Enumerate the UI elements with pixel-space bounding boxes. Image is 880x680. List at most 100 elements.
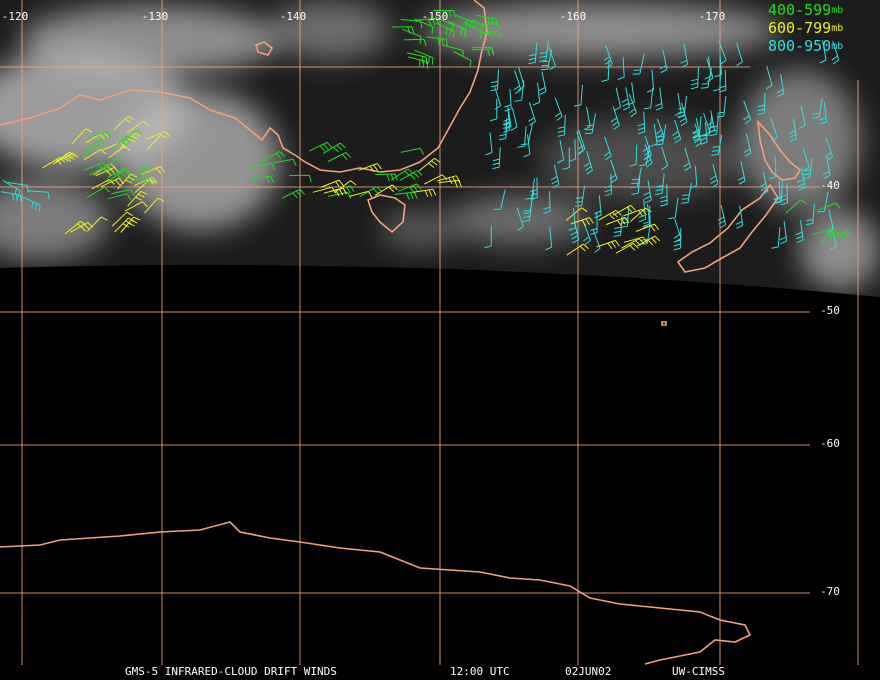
antarctica-coast: [0, 521, 752, 665]
wind-barb: [632, 54, 645, 75]
wind-barb: [677, 96, 687, 118]
wind-barb: [435, 22, 455, 39]
wind-barb: [510, 107, 518, 131]
wind-barb: [327, 152, 351, 162]
wind-barb: [493, 189, 506, 210]
wind-barb: [86, 186, 110, 198]
wind-barb: [765, 65, 773, 90]
wind-barb: [83, 139, 106, 152]
wind-barb: [829, 230, 853, 240]
wind-barb: [650, 123, 658, 147]
wind-barb: [545, 227, 553, 251]
wind-barb: [592, 229, 601, 253]
footer-title: GMS-5 INFRARED-CLOUD DRIFT WINDS: [125, 665, 337, 678]
wind-barb: [573, 84, 583, 107]
wind-barb: [661, 146, 669, 170]
wind-barb: [102, 141, 126, 151]
wind-barb: [402, 28, 422, 44]
wind-barb: [398, 183, 422, 193]
wind-barb: [101, 157, 124, 171]
wind-barb: [643, 144, 653, 168]
wind-barb: [776, 73, 785, 98]
wind-barb: [548, 46, 556, 71]
wind-barb: [494, 86, 502, 110]
wind-barb: [655, 87, 663, 111]
wind-barb: [400, 19, 423, 29]
wind-barb: [532, 82, 541, 106]
wind-barb: [759, 171, 769, 196]
wind-barb: [448, 20, 467, 38]
wind-barb: [690, 67, 699, 90]
wind-barb: [680, 44, 689, 68]
footer-source: UW-CIMSS: [672, 665, 725, 678]
wind-barb: [322, 142, 346, 154]
legend-label: 400-599: [768, 1, 831, 19]
wind-barb: [81, 144, 104, 159]
wind-barb: [735, 205, 744, 229]
wind-barb: [528, 102, 536, 126]
wind-barb: [562, 147, 570, 170]
wind-barb: [502, 110, 511, 133]
wind-barb: [712, 69, 722, 92]
wind-barb: [605, 216, 630, 227]
islet: [661, 321, 667, 326]
wind-barb: [736, 42, 743, 67]
wind-barb: [570, 217, 594, 227]
wind-barb: [391, 26, 415, 34]
wind-barb: [107, 167, 131, 179]
wind-barb: [320, 179, 344, 188]
wind-barb: [621, 87, 630, 111]
wind-barb: [0, 191, 22, 203]
wind-barb: [120, 216, 141, 233]
wind-barb: [574, 185, 586, 207]
wind-barb: [603, 45, 613, 69]
wind-barb: [414, 49, 434, 65]
wind-barb: [798, 105, 806, 129]
longitude-label: -160: [560, 10, 587, 23]
wind-barb: [788, 118, 797, 142]
wind-barb: [803, 157, 813, 180]
legend-entry: 600-799mb: [768, 19, 843, 37]
wind-barb: [623, 236, 648, 244]
wind-barb: [516, 207, 524, 231]
wind-barb: [426, 36, 448, 47]
wind-barb: [717, 205, 727, 229]
wind-barb: [779, 221, 788, 245]
wind-barb: [86, 216, 108, 232]
wind-barb: [655, 124, 667, 146]
wind-barb: [642, 204, 651, 228]
wind-barb: [111, 135, 134, 150]
wind-barb: [628, 93, 637, 118]
wind-barb: [281, 188, 305, 199]
wind-barb: [7, 181, 29, 193]
wind-barb: [348, 190, 373, 198]
legend-label: 800-950: [768, 37, 831, 55]
wind-barb: [570, 220, 580, 244]
wind-barb: [484, 225, 492, 249]
wind-barb: [70, 221, 94, 233]
wind-barb: [585, 113, 596, 135]
legend-entry: 400-599mb: [768, 1, 843, 19]
wind-barb: [522, 200, 533, 222]
wind-barb: [543, 191, 551, 214]
wind-barb: [642, 136, 652, 160]
graticule: [0, 0, 859, 665]
wind-barb: [601, 59, 610, 82]
wind-barb: [289, 174, 312, 183]
wind-barb: [107, 193, 132, 201]
wind-barb: [42, 156, 66, 169]
wind-barb: [643, 180, 652, 204]
wind-barb: [817, 202, 841, 211]
wind-barb: [557, 140, 565, 164]
wind-barb: [635, 223, 660, 232]
wind-barb: [769, 156, 777, 180]
nz-north: [756, 119, 802, 181]
wind-barb: [126, 120, 150, 134]
wind-barb: [812, 229, 837, 237]
wind-barb: [455, 14, 475, 30]
wind-barb: [406, 52, 428, 65]
wind-barb: [273, 158, 297, 166]
wind-barb: [489, 98, 498, 122]
wind-barb: [780, 182, 788, 206]
wind-barb: [623, 208, 647, 217]
